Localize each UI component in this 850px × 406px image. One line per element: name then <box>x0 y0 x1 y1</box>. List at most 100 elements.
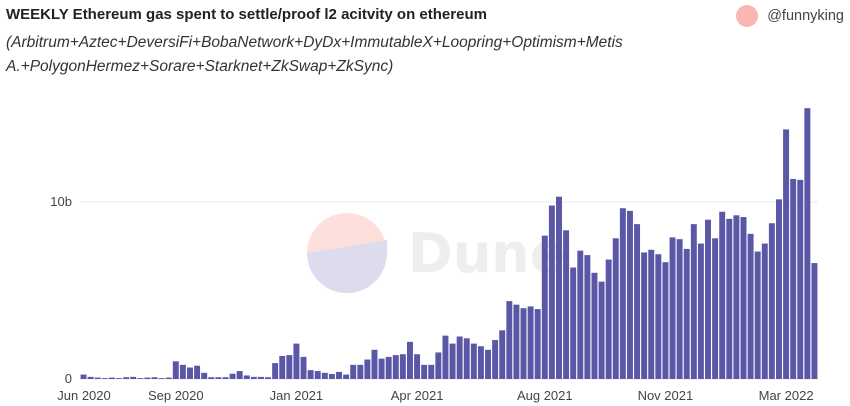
bar[interactable] <box>250 376 257 379</box>
bar[interactable] <box>343 374 350 379</box>
bar[interactable] <box>811 263 818 379</box>
bar[interactable] <box>116 378 123 379</box>
bar[interactable] <box>215 377 222 379</box>
author-badge[interactable]: @funnyking <box>736 5 844 27</box>
bar[interactable] <box>208 377 215 379</box>
bar[interactable] <box>477 346 484 379</box>
bar[interactable] <box>371 349 378 379</box>
bar[interactable] <box>406 341 413 379</box>
bar[interactable] <box>669 237 676 379</box>
bar[interactable] <box>378 358 385 379</box>
bar[interactable] <box>158 378 165 379</box>
bar[interactable] <box>683 248 690 379</box>
bar[interactable] <box>151 377 158 379</box>
bar[interactable] <box>265 377 272 379</box>
bar[interactable] <box>222 377 229 379</box>
bar[interactable] <box>577 250 584 379</box>
bar[interactable] <box>705 219 711 379</box>
bar[interactable] <box>236 371 243 379</box>
bar[interactable] <box>712 238 719 379</box>
bar[interactable] <box>804 108 811 379</box>
bar[interactable] <box>385 356 392 380</box>
bar[interactable] <box>314 371 321 379</box>
bar[interactable] <box>761 243 768 379</box>
bar[interactable] <box>293 343 300 379</box>
bar[interactable] <box>470 343 477 379</box>
bar[interactable] <box>130 376 137 379</box>
bar[interactable] <box>328 374 335 379</box>
bar[interactable] <box>676 239 683 379</box>
bar[interactable] <box>80 374 87 379</box>
bar[interactable] <box>449 343 456 379</box>
bar[interactable] <box>307 370 314 379</box>
bar[interactable] <box>101 378 108 379</box>
bar[interactable] <box>123 377 130 379</box>
bar[interactable] <box>201 372 208 379</box>
bar[interactable] <box>584 255 591 379</box>
bar[interactable] <box>634 224 641 380</box>
bar[interactable] <box>456 336 463 379</box>
bar[interactable] <box>612 238 619 379</box>
bar[interactable] <box>392 355 399 379</box>
bar[interactable] <box>726 218 733 379</box>
bar[interactable] <box>364 359 371 379</box>
bar[interactable] <box>619 208 626 379</box>
bar[interactable] <box>740 217 747 379</box>
bar[interactable] <box>229 373 236 379</box>
bar[interactable] <box>144 377 151 379</box>
bar[interactable] <box>179 364 186 379</box>
bar[interactable] <box>626 210 633 379</box>
bar[interactable] <box>541 235 548 379</box>
bar[interactable] <box>563 230 570 379</box>
bar[interactable] <box>506 301 513 379</box>
bar[interactable] <box>421 364 428 379</box>
bar[interactable] <box>243 375 250 379</box>
bar[interactable] <box>399 354 406 379</box>
bar[interactable] <box>655 254 662 379</box>
bar[interactable] <box>194 365 201 379</box>
bar[interactable] <box>556 196 562 379</box>
bar[interactable] <box>783 129 790 379</box>
bar[interactable] <box>435 352 442 379</box>
bar[interactable] <box>733 215 740 379</box>
bar[interactable] <box>300 356 307 380</box>
bar[interactable] <box>520 308 527 379</box>
bar[interactable] <box>442 335 449 379</box>
bar[interactable] <box>534 309 541 379</box>
bar[interactable] <box>492 340 499 379</box>
bar[interactable] <box>648 249 655 379</box>
bar[interactable] <box>357 364 364 379</box>
bar[interactable] <box>790 178 797 379</box>
bar[interactable] <box>187 367 193 380</box>
bar[interactable] <box>350 364 357 379</box>
bar[interactable] <box>286 355 293 379</box>
bar[interactable] <box>591 272 598 379</box>
bar[interactable] <box>690 224 697 380</box>
bar[interactable] <box>641 252 648 379</box>
bar[interactable] <box>697 243 704 379</box>
bar[interactable] <box>662 262 669 379</box>
bar[interactable] <box>598 281 605 379</box>
bar[interactable] <box>513 304 520 379</box>
bar[interactable] <box>257 376 264 379</box>
bar[interactable] <box>499 330 506 379</box>
bar[interactable] <box>94 377 101 379</box>
bar[interactable] <box>108 377 115 379</box>
bar[interactable] <box>768 223 775 379</box>
bar[interactable] <box>605 259 612 379</box>
bar[interactable] <box>428 364 435 379</box>
bar[interactable] <box>570 267 577 379</box>
bar[interactable] <box>485 349 492 379</box>
bar[interactable] <box>775 199 782 379</box>
bar[interactable] <box>272 363 279 379</box>
bar[interactable] <box>414 354 421 379</box>
bar[interactable] <box>754 251 761 379</box>
bar[interactable] <box>747 233 754 379</box>
bar[interactable] <box>797 179 804 380</box>
bar[interactable] <box>548 205 555 379</box>
bar[interactable] <box>527 306 534 379</box>
bar[interactable] <box>719 211 726 379</box>
bar[interactable] <box>321 372 328 379</box>
bar[interactable] <box>87 376 94 379</box>
bar[interactable] <box>336 371 342 379</box>
